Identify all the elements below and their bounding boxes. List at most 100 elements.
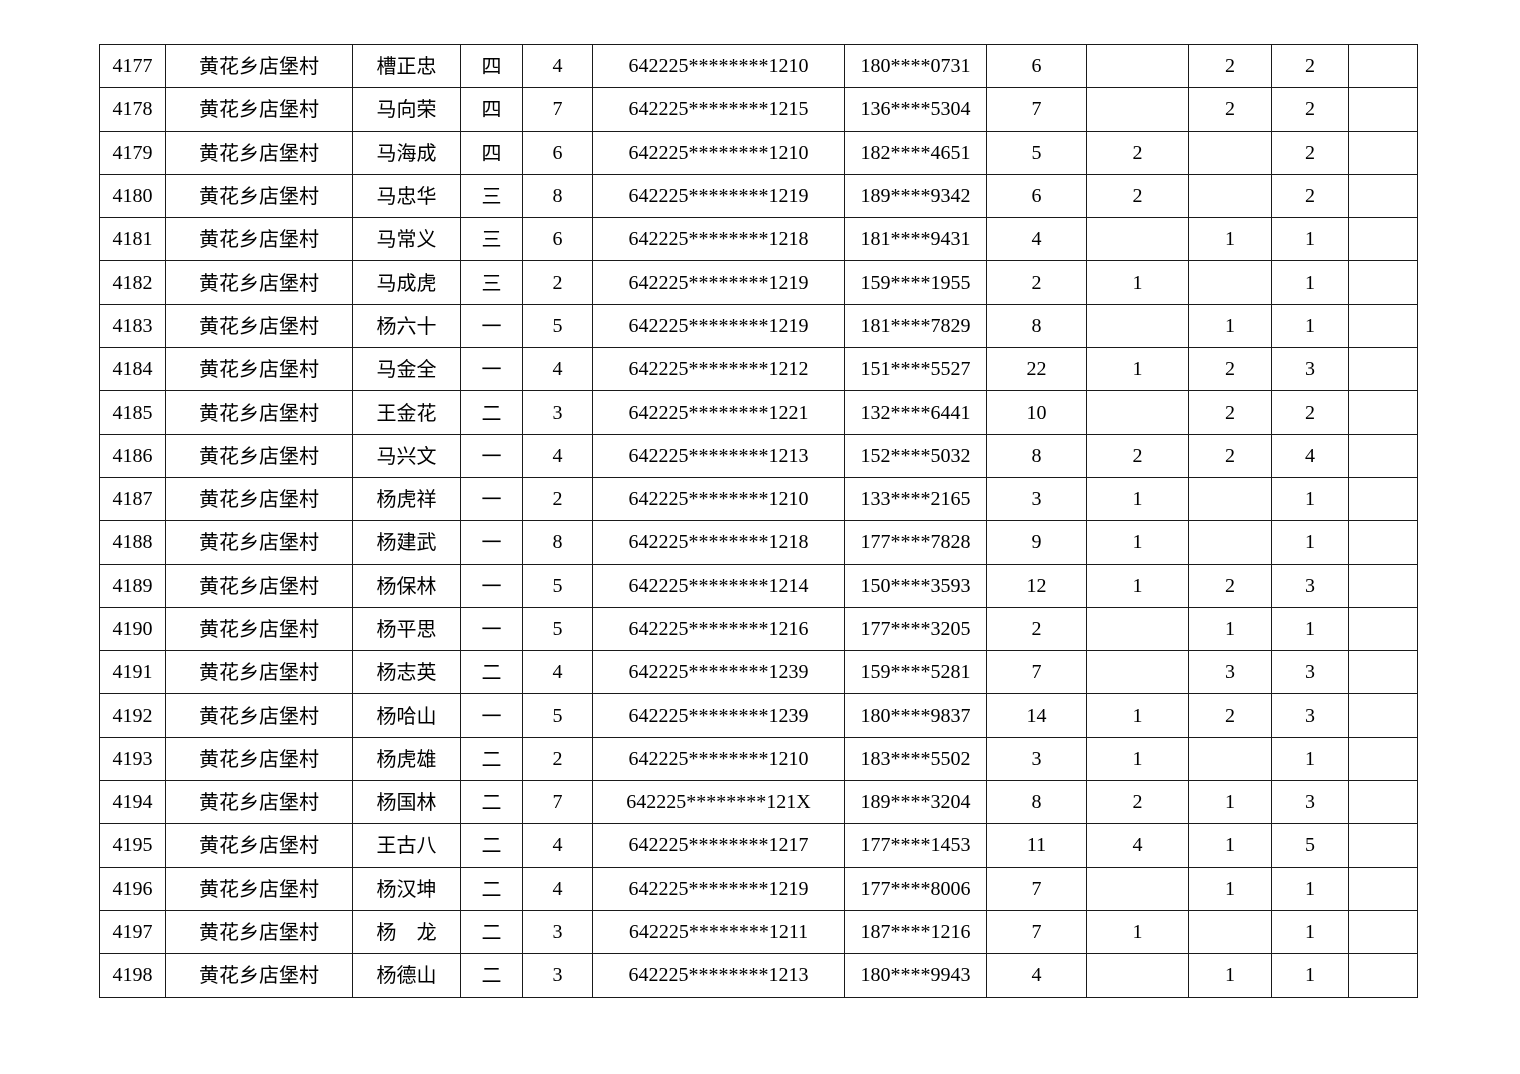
cell-order: 5: [522, 303, 593, 349]
table-row: 4182 黄花乡店堡村 马成虎三 2 642225********1219 159****…: [99, 260, 1418, 305]
cell-number-3: 1: [1188, 866, 1272, 911]
cell-order: 2: [522, 476, 593, 522]
cell-number-1: 4: [986, 217, 1087, 262]
cell-group: 一: [460, 433, 523, 478]
cell-sequence: 4198: [99, 953, 166, 998]
cell-group: 三: [460, 217, 523, 262]
cell-number-3: 1: [1188, 606, 1272, 652]
cell-id-number: 642225********1210: [592, 130, 845, 175]
cell-number-2: [1086, 303, 1189, 349]
cell-remark: [1348, 173, 1418, 219]
cell-remark: [1348, 866, 1418, 911]
cell-remark: [1348, 780, 1418, 825]
cell-number-4: 2: [1271, 87, 1349, 132]
cell-name: 马向荣: [352, 87, 461, 132]
cell-sequence: 4181: [99, 217, 166, 262]
cell-number-1: 2: [986, 606, 1087, 652]
cell-number-4: 5: [1271, 823, 1349, 868]
cell-number-4: 3: [1271, 347, 1349, 392]
cell-phone: 152****5032: [844, 433, 987, 478]
cell-group: 一: [460, 347, 523, 392]
cell-group: 二: [460, 823, 523, 868]
cell-village: 黄花乡店堡村: [165, 260, 353, 305]
cell-number-3: [1188, 520, 1272, 565]
cell-id-number: 642225********1239: [592, 650, 845, 695]
cell-name: 王古八: [352, 823, 461, 868]
cell-number-1: 7: [986, 909, 1087, 955]
cell-number-4: 1: [1271, 606, 1349, 652]
cell-sequence: 4192: [99, 693, 166, 738]
cell-sequence: 4195: [99, 823, 166, 868]
cell-village: 黄花乡店堡村: [165, 823, 353, 868]
cell-number-3: [1188, 173, 1272, 219]
cell-number-2: 1: [1086, 476, 1189, 522]
cell-village: 黄花乡店堡村: [165, 43, 353, 89]
table-row: 4184 黄花乡店堡村 马金全一 4 642225********1212 151****…: [99, 347, 1418, 392]
cell-phone: 132****6441: [844, 390, 987, 435]
cell-phone: 189****9342: [844, 173, 987, 219]
cell-group: 三: [460, 260, 523, 305]
cell-group: 一: [460, 476, 523, 522]
cell-remark: [1348, 87, 1418, 132]
table-row: 4178 黄花乡店堡村 马向荣四 7 642225********1215 136****…: [99, 87, 1418, 132]
cell-order: 4: [522, 823, 593, 868]
cell-remark: [1348, 43, 1418, 89]
cell-name: 槽正忠: [352, 43, 461, 89]
cell-group: 二: [460, 736, 523, 782]
cell-number-4: 1: [1271, 953, 1349, 998]
cell-sequence: 4180: [99, 173, 166, 219]
cell-village: 黄花乡店堡村: [165, 476, 353, 522]
cell-village: 黄花乡店堡村: [165, 303, 353, 349]
cell-number-2: 1: [1086, 909, 1189, 955]
cell-phone: 177****8006: [844, 866, 987, 911]
roster-table-body: 4177 黄花乡店堡村 槽正忠四 4 642225********1210 180****…: [99, 43, 1418, 998]
cell-village: 黄花乡店堡村: [165, 780, 353, 825]
cell-number-3: 1: [1188, 953, 1272, 998]
cell-id-number: 642225********1219: [592, 303, 845, 349]
cell-number-2: 2: [1086, 173, 1189, 219]
cell-number-4: 4: [1271, 433, 1349, 478]
cell-name: 杨 龙: [352, 909, 461, 955]
cell-sequence: 4194: [99, 780, 166, 825]
cell-number-2: 1: [1086, 260, 1189, 305]
cell-number-2: 2: [1086, 433, 1189, 478]
cell-number-1: 3: [986, 736, 1087, 782]
cell-number-2: 2: [1086, 130, 1189, 175]
cell-number-3: 1: [1188, 217, 1272, 262]
cell-id-number: 642225********1218: [592, 217, 845, 262]
cell-village: 黄花乡店堡村: [165, 606, 353, 652]
cell-remark: [1348, 693, 1418, 738]
cell-number-1: 7: [986, 866, 1087, 911]
cell-phone: 189****3204: [844, 780, 987, 825]
cell-number-2: [1086, 650, 1189, 695]
cell-sequence: 4184: [99, 347, 166, 392]
cell-phone: 177****1453: [844, 823, 987, 868]
cell-name: 杨建武: [352, 520, 461, 565]
cell-phone: 180****9837: [844, 693, 987, 738]
cell-order: 7: [522, 780, 593, 825]
cell-id-number: 642225********1221: [592, 390, 845, 435]
cell-number-1: 3: [986, 476, 1087, 522]
cell-id-number: 642225********1215: [592, 87, 845, 132]
cell-number-2: [1086, 87, 1189, 132]
cell-name: 马兴文: [352, 433, 461, 478]
cell-remark: [1348, 130, 1418, 175]
cell-id-number: 642225********1212: [592, 347, 845, 392]
cell-phone: 182****4651: [844, 130, 987, 175]
cell-number-1: 8: [986, 433, 1087, 478]
cell-phone: 159****5281: [844, 650, 987, 695]
table-row: 4193 黄花乡店堡村 杨虎雄二 2 642225********1210 183****…: [99, 736, 1418, 782]
cell-id-number: 642225********121X: [592, 780, 845, 825]
cell-group: 二: [460, 953, 523, 998]
cell-phone: 187****1216: [844, 909, 987, 955]
cell-phone: 183****5502: [844, 736, 987, 782]
cell-number-1: 11: [986, 823, 1087, 868]
cell-village: 黄花乡店堡村: [165, 347, 353, 392]
table-row: 4189 黄花乡店堡村 杨保林一 5 642225********1214 150****…: [99, 563, 1418, 608]
cell-id-number: 642225********1218: [592, 520, 845, 565]
cell-number-1: 8: [986, 303, 1087, 349]
cell-number-3: 2: [1188, 433, 1272, 478]
cell-village: 黄花乡店堡村: [165, 87, 353, 132]
cell-number-2: 1: [1086, 563, 1189, 608]
